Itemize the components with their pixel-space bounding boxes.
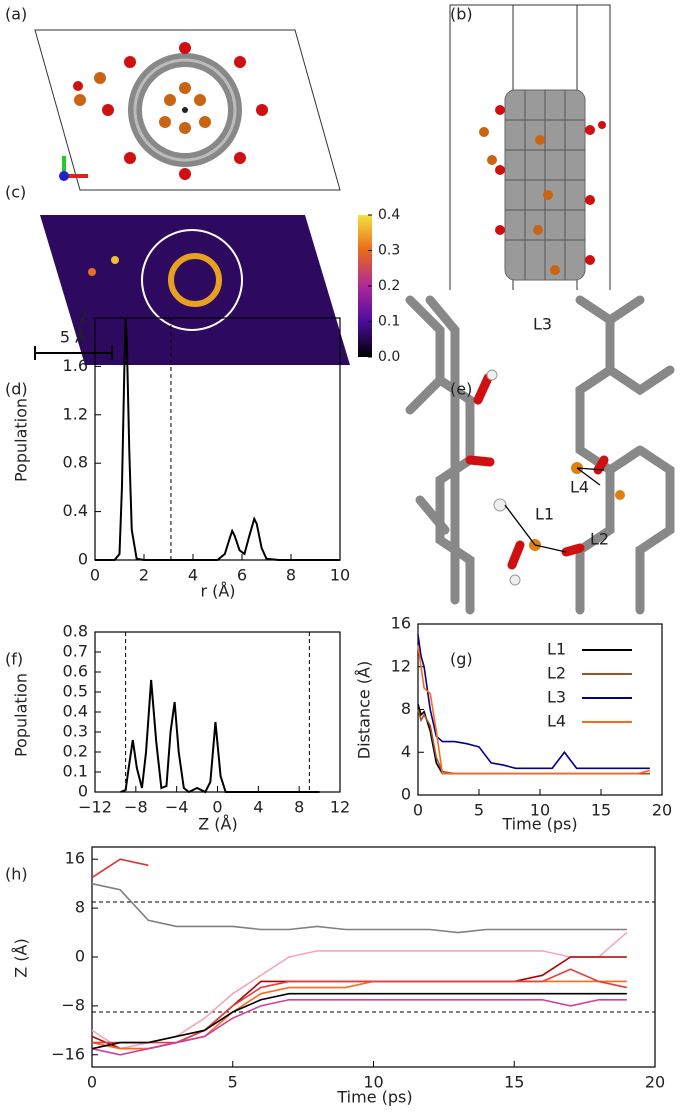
x-tick-label: 2 <box>139 566 149 585</box>
x-tick-label: 10 <box>330 566 350 585</box>
y-tick-label: 0.4 <box>63 501 88 520</box>
data-line <box>91 858 149 879</box>
x-tick-label: −4 <box>165 798 189 817</box>
nanotube-side-view <box>449 4 611 366</box>
x-tick-label: 15 <box>504 1073 524 1092</box>
panel-label: (g) <box>450 650 473 669</box>
data-line <box>417 703 650 775</box>
data-line <box>417 645 651 775</box>
scale-bar-label: 5 Å <box>60 328 86 347</box>
y-tick-label: 0.8 <box>63 622 88 641</box>
colorbar-tick-label: 0.2 <box>378 278 400 294</box>
x-tick-label: 0 <box>212 798 222 817</box>
data-line <box>91 980 627 1050</box>
x-tick-label: 0 <box>413 801 423 820</box>
y-tick-label: 0.3 <box>63 722 88 741</box>
y-tick-label: 12 <box>391 656 411 675</box>
colorbar-tick-label: 0.3 <box>378 243 400 259</box>
y-tick-label: 16 <box>65 849 85 868</box>
panel-label: (a) <box>5 5 27 24</box>
x-tick-label: 8 <box>286 566 296 585</box>
y-tick-label: −16 <box>51 1044 85 1063</box>
x-tick-label: 8 <box>294 798 304 817</box>
data-line <box>91 956 627 1050</box>
y-tick-label: 2 <box>78 308 88 327</box>
colorbar-tick-label: 0.0 <box>378 349 400 365</box>
panel-label: (e) <box>450 380 472 399</box>
panel-label: (b) <box>450 5 473 24</box>
panel-label: (c) <box>5 183 26 202</box>
x-tick-label: 10 <box>363 1073 383 1092</box>
x-tick-label: 10 <box>530 801 550 820</box>
data-line <box>95 317 340 561</box>
y-tick-label: 0.4 <box>63 702 88 721</box>
y-tick-label: 1.2 <box>63 404 88 423</box>
data-line <box>91 931 628 1050</box>
y-axis-label: Z (Å) <box>12 938 31 977</box>
x-axis-label: Time (ps) <box>336 1088 412 1107</box>
y-tick-label: 16 <box>391 614 411 633</box>
y-tick-label: 0.8 <box>63 453 88 472</box>
x-tick-label: 4 <box>188 566 198 585</box>
y-tick-label: 0.6 <box>63 662 88 681</box>
bond-label: L3 <box>533 315 552 334</box>
x-tick-label: 5 <box>474 801 484 820</box>
y-tick-label: 0.2 <box>63 742 88 761</box>
y-tick-label: 4 <box>401 742 411 761</box>
legend-label: L3 <box>547 688 566 707</box>
x-tick-label: 15 <box>591 801 611 820</box>
data-line <box>91 998 627 1056</box>
x-tick-label: 0 <box>87 1073 97 1092</box>
data-line <box>92 968 628 1044</box>
y-tick-label: 0 <box>78 782 88 801</box>
data-line <box>417 634 650 770</box>
bond-label: L2 <box>590 530 609 549</box>
panel-label: (h) <box>5 865 28 884</box>
data-line <box>91 992 627 1050</box>
bond-label: L4 <box>570 478 589 497</box>
x-tick-label: −8 <box>124 798 148 817</box>
bond-label: L1 <box>535 505 554 524</box>
y-tick-label: −8 <box>61 995 85 1014</box>
y-tick-label: 8 <box>75 898 85 917</box>
x-tick-label: 20 <box>645 1073 665 1092</box>
plot-frame <box>94 631 341 793</box>
x-tick-label: 5 <box>228 1073 238 1092</box>
molecular-snapshot <box>405 290 685 620</box>
y-tick-label: 0 <box>401 785 411 804</box>
colorbar-tick-label: 0.1 <box>378 314 400 330</box>
y-tick-label: 0 <box>78 550 88 569</box>
x-tick-label: 12 <box>330 798 350 817</box>
panel-label: (f) <box>5 650 23 669</box>
data-line <box>91 882 627 934</box>
nanotube-top-view <box>34 29 341 191</box>
y-tick-label: 0.7 <box>63 642 88 661</box>
y-axis-label: Distance (Å) <box>355 661 374 759</box>
x-axis-label: Z (Å) <box>198 815 237 834</box>
y-tick-label: 0.5 <box>63 682 88 701</box>
x-tick-label: 6 <box>237 566 247 585</box>
y-tick-label: 1.6 <box>63 356 88 375</box>
x-tick-label: 20 <box>652 801 672 820</box>
y-tick-label: 0.1 <box>63 762 88 781</box>
legend-label: L1 <box>547 640 566 659</box>
x-tick-label: 4 <box>253 798 263 817</box>
panel-label: (d) <box>5 380 28 399</box>
x-tick-label: −12 <box>78 798 112 817</box>
y-tick-label: 8 <box>401 699 411 718</box>
x-axis-label: Time (ps) <box>501 815 577 834</box>
legend-label: L4 <box>547 712 566 731</box>
legend-label: L2 <box>547 664 566 683</box>
y-axis-label: Population <box>12 673 31 757</box>
x-tick-label: 0 <box>90 566 100 585</box>
y-tick-label: 0 <box>75 947 85 966</box>
colorbar-tick-label: 0.4 <box>378 207 400 223</box>
x-axis-label: r (Å) <box>200 582 235 601</box>
data-line <box>120 679 320 794</box>
y-axis-label: Population <box>12 398 31 482</box>
